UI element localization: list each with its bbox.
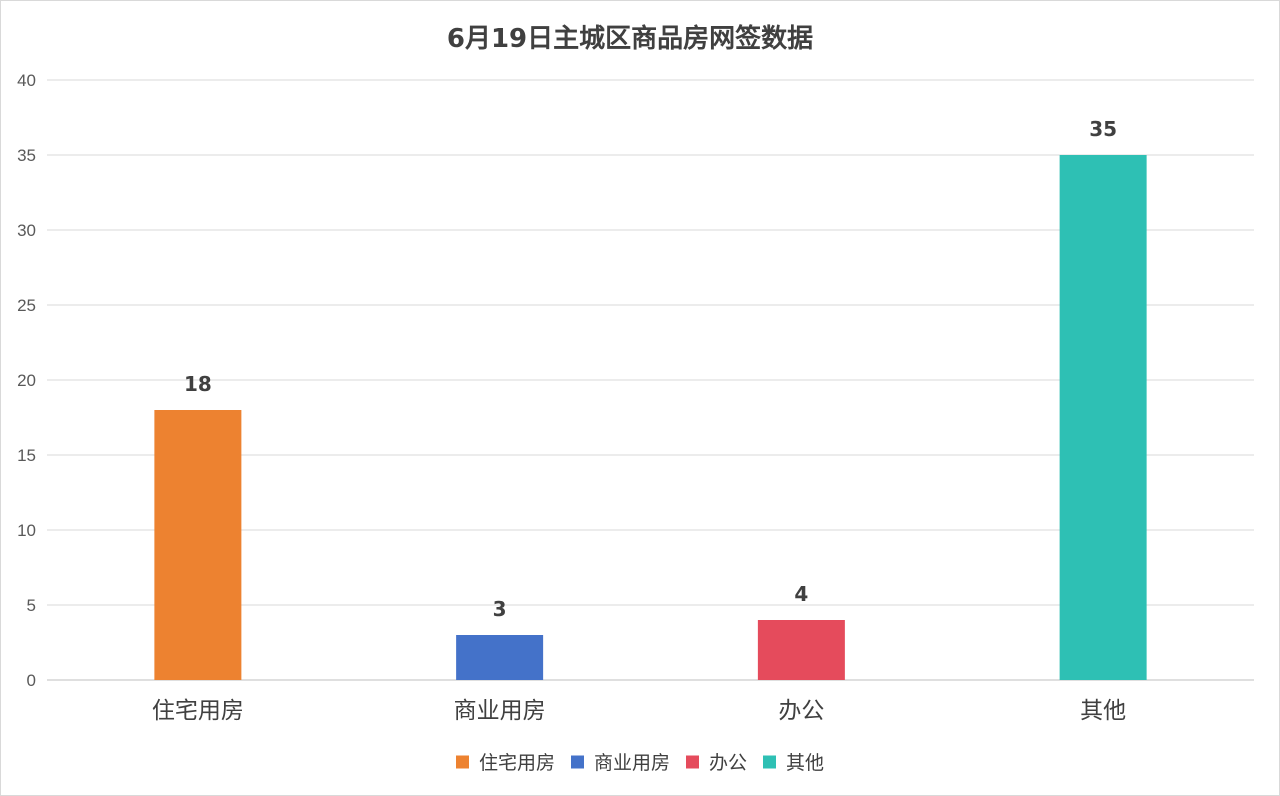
data-label: 4 [794,582,808,606]
y-tick-label: 30 [17,221,36,240]
x-tick-label: 其他 [1080,698,1126,724]
y-tick-label: 35 [17,146,36,165]
gridlines [47,79,1254,681]
legend: 住宅用房 商业用房 办公 其他 [456,752,824,774]
legend-swatch [571,755,584,769]
bar [1059,155,1147,680]
legend-label: 办公 [709,752,747,774]
data-labels: 18 3 4 35 [184,117,1117,621]
x-tick-label: 办公 [778,698,824,724]
legend-swatch [763,755,776,769]
bar [456,635,544,680]
y-axis-ticks: 0 5 10 15 20 25 30 35 40 [17,71,36,690]
legend-label: 商业用房 [594,752,670,774]
data-label: 35 [1089,117,1117,141]
data-label: 18 [184,372,212,396]
y-tick-label: 10 [17,521,36,540]
y-tick-label: 15 [17,446,36,465]
legend-swatch [686,755,699,769]
y-tick-label: 20 [17,371,36,390]
x-axis-ticks: 住宅用房 商业用房 办公 其他 [152,698,1126,724]
bar [757,620,845,680]
legend-label: 住宅用房 [479,752,555,774]
y-tick-label: 0 [27,671,36,690]
chart-title: 6月19日主城区商品房网签数据 [447,23,813,54]
y-tick-label: 40 [17,71,36,90]
y-tick-label: 25 [17,296,36,315]
bars [154,155,1147,680]
data-label: 3 [493,597,507,621]
bar [154,410,242,680]
legend-label: 其他 [786,752,824,774]
x-tick-label: 住宅用房 [152,698,244,724]
y-tick-label: 5 [27,596,36,615]
legend-swatch [456,755,469,769]
x-tick-label: 商业用房 [454,698,546,724]
